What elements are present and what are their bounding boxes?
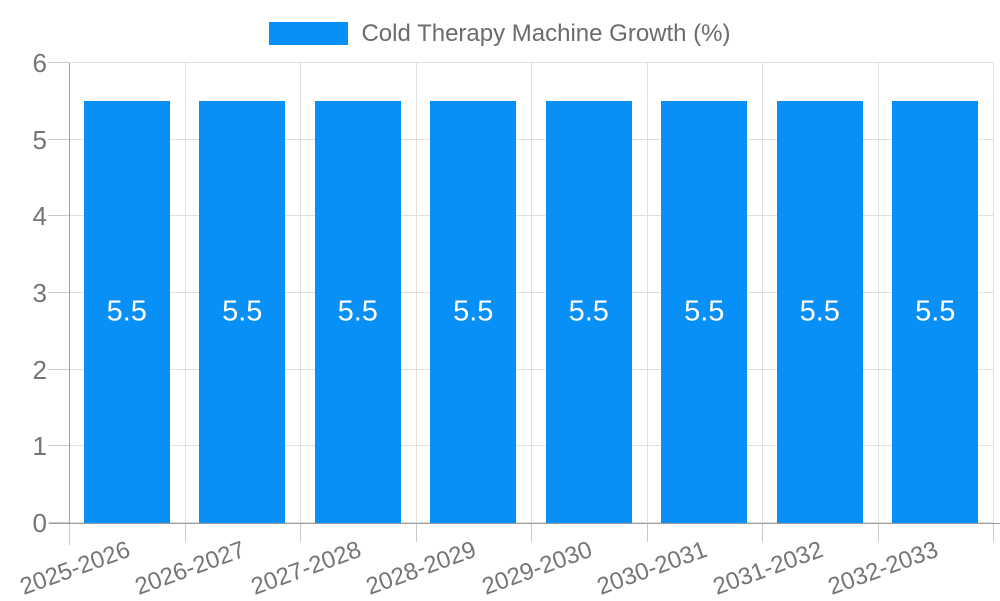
x-axis-labels: 2025-2026 2026-2027 2027-2028 2028-2029 2029… bbox=[17, 523, 993, 601]
x-gridline bbox=[762, 63, 763, 523]
x-gridline bbox=[415, 63, 417, 523]
legend-item[interactable]: Cold Therapy Machine Growth (%) bbox=[269, 20, 731, 47]
x-tick-mark bbox=[415, 523, 417, 542]
bar-value-label: 5.5 bbox=[684, 295, 725, 328]
x-tick-mark bbox=[993, 523, 994, 542]
bar[interactable]: 5.5 bbox=[430, 101, 517, 523]
x-tick-label: 2029-2030 bbox=[478, 536, 596, 601]
bar-cell: 5.5 bbox=[69, 101, 185, 523]
y-tick-label: 0 bbox=[32, 508, 47, 538]
y-tick-mark bbox=[48, 522, 69, 523]
y-tick-label: 1 bbox=[32, 431, 47, 462]
y-tick-mark bbox=[48, 62, 69, 63]
x-tick-mark bbox=[762, 523, 763, 542]
bar-value-label: 5.5 bbox=[453, 295, 494, 328]
bar-value-label: 5.5 bbox=[915, 295, 956, 328]
x-tick-label: 2031-2032 bbox=[709, 536, 827, 601]
y-axis-labels: 0 1 2 3 4 5 6 bbox=[0, 48, 47, 538]
y-tick-label: 6 bbox=[32, 48, 47, 78]
x-gridline bbox=[646, 63, 648, 523]
y-tick-mark bbox=[48, 292, 69, 293]
bar[interactable]: 5.5 bbox=[83, 101, 170, 523]
y-tick-label: 3 bbox=[32, 278, 47, 308]
x-tick-mark bbox=[184, 523, 186, 542]
x-gridline bbox=[993, 63, 994, 523]
x-gridline bbox=[531, 63, 532, 523]
bar[interactable]: 5.5 bbox=[199, 101, 286, 523]
y-axis-line bbox=[69, 63, 70, 523]
x-tick-mark bbox=[531, 523, 532, 542]
x-tick-mark bbox=[69, 523, 70, 545]
bar[interactable]: 5.5 bbox=[314, 101, 401, 523]
y-tick-label: 4 bbox=[32, 201, 47, 232]
x-gridline bbox=[184, 63, 186, 523]
legend: Cold Therapy Machine Growth (%) bbox=[0, 20, 1000, 47]
x-tick-mark bbox=[646, 523, 648, 542]
y-tick-mark bbox=[48, 445, 69, 447]
x-tick-mark bbox=[877, 523, 879, 542]
x-tick-label: 2030-2031 bbox=[594, 536, 712, 601]
x-gridline bbox=[877, 63, 879, 523]
bar-value-label: 5.5 bbox=[106, 295, 147, 328]
legend-swatch-icon bbox=[269, 22, 349, 45]
bar-cell: 5.5 bbox=[300, 101, 416, 523]
x-tick-label: 2032-2033 bbox=[825, 536, 943, 601]
x-gridline bbox=[300, 63, 301, 523]
plot-area: 5.5 5.5 5.5 5.5 5.5 5.5 5.5 5.5 bbox=[48, 62, 994, 545]
bar-value-label: 5.5 bbox=[222, 295, 263, 328]
y-tick-mark bbox=[48, 138, 69, 140]
bar[interactable]: 5.5 bbox=[892, 101, 979, 523]
x-axis-line bbox=[49, 523, 1000, 524]
bar[interactable]: 5.5 bbox=[776, 101, 863, 523]
y-gridline bbox=[69, 62, 993, 63]
bar-cell: 5.5 bbox=[878, 101, 994, 523]
y-tick-mark bbox=[48, 368, 69, 370]
x-tick-label: 2026-2027 bbox=[132, 536, 250, 601]
bar-cell: 5.5 bbox=[185, 101, 301, 523]
y-tick-mark bbox=[48, 215, 69, 217]
bar-cell: 5.5 bbox=[647, 101, 763, 523]
x-tick-label: 2027-2028 bbox=[247, 536, 365, 601]
x-tick-label: 2028-2029 bbox=[363, 536, 481, 601]
bar[interactable]: 5.5 bbox=[661, 101, 748, 523]
y-tick-label: 5 bbox=[32, 124, 47, 155]
x-tick-mark bbox=[300, 523, 301, 542]
bar-cell: 5.5 bbox=[531, 101, 647, 523]
bar-value-label: 5.5 bbox=[799, 295, 840, 328]
bar-cell: 5.5 bbox=[416, 101, 532, 523]
bar-value-label: 5.5 bbox=[568, 295, 609, 328]
bar[interactable]: 5.5 bbox=[545, 101, 632, 523]
bar-value-label: 5.5 bbox=[337, 295, 378, 328]
x-tick-label: 2025-2026 bbox=[16, 536, 134, 601]
y-tick-label: 2 bbox=[32, 354, 47, 385]
bar-cell: 5.5 bbox=[762, 101, 878, 523]
legend-label: Cold Therapy Machine Growth (%) bbox=[361, 20, 731, 47]
